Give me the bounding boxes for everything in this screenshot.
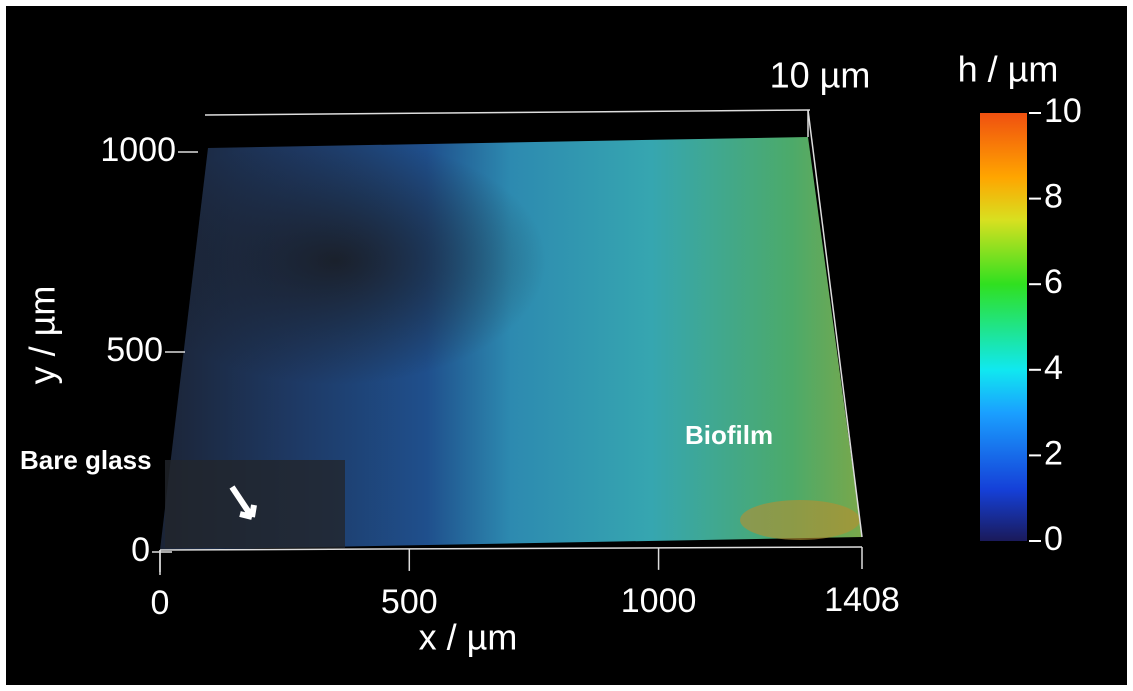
colorbar-label: h / µm [958,49,1059,90]
x-axis-label: x / µm [419,617,518,658]
colorbar-tick-label: 4 [1044,349,1063,387]
colorbar-tick-label: 2 [1044,434,1063,472]
x-tick-label: 1000 [621,582,697,620]
x-tick-label: 0 [151,584,170,622]
z-scale-label: 10 µm [770,55,871,96]
x-tick-label: 500 [381,583,438,621]
colorbar-tick-label: 10 [1044,92,1082,130]
high-region [740,500,860,540]
y-axis-label: y / µm [22,286,63,385]
annotation: Bare glass [20,445,152,475]
colorbar [980,113,1027,541]
colorbar-tick-label: 0 [1044,520,1063,558]
y-tick-label: 0 [131,531,150,569]
x-tick-label: 1408 [824,581,900,619]
annotation: Biofilm [685,420,773,450]
y-tick-label: 500 [106,331,163,369]
colorbar-tick-label: 6 [1044,263,1063,301]
colorbar-tick-label: 8 [1044,178,1063,216]
figure: Bare glass Biofilm 10 µm x / µm y / µm h… [0,0,1133,691]
bare-glass-region [165,460,345,548]
y-tick-label: 1000 [100,131,176,169]
